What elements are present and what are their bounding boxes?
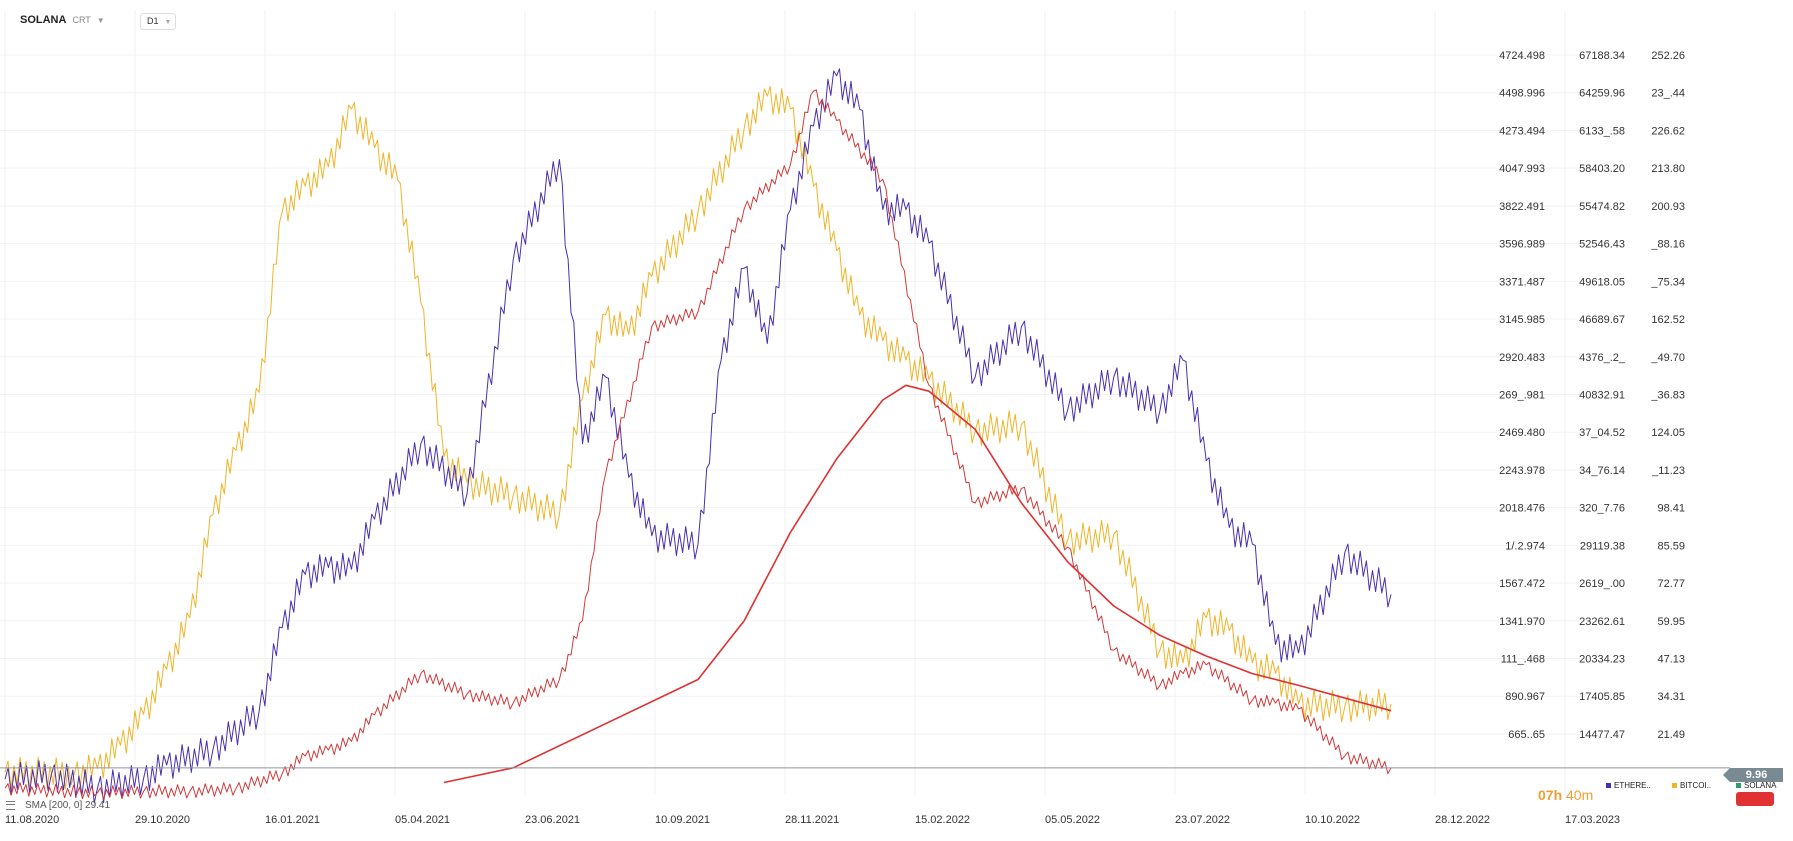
axis-tick-label-bitcoin: 46689.67: [1579, 314, 1625, 326]
timeframe-value: D1: [147, 16, 159, 26]
axis-tick-label-bitcoin: 20334.23: [1579, 654, 1625, 666]
axis-tick-label-solana: _88.16: [1650, 239, 1685, 251]
axis-tick-label-solana: _11.23: [1651, 465, 1685, 477]
legend-swatch: [1672, 783, 1677, 788]
legend-item-bitcoin[interactable]: BITCOI..: [1672, 781, 1711, 790]
axis-tick-label-bitcoin: 49618.05: [1579, 276, 1625, 288]
candle-timer: 07h 40m: [1538, 787, 1593, 803]
legend-label: SOLANA: [1744, 781, 1777, 790]
axis-tick-label-bitcoin: 29119.38: [1580, 540, 1625, 552]
timer-hours: 07h: [1538, 787, 1563, 803]
axis-tick-label-ethereum: 2243.978: [1499, 465, 1545, 477]
axis-tick-label-bitcoin: 55474.82: [1579, 201, 1625, 213]
x-tick-label: 28.11.2021: [785, 814, 839, 826]
sell-button[interactable]: [1736, 792, 1774, 806]
axis-tick-label-solana: _36.83: [1650, 389, 1685, 401]
axis-tick-label-ethereum: 2469.480: [1499, 427, 1545, 439]
axis-tick-label-bitcoin: 320_7.76: [1579, 503, 1625, 515]
axis-tick-label-solana: 162.52: [1651, 314, 1685, 326]
axis-tick-label-solana: 213.80: [1651, 163, 1685, 175]
axis-tick-label-bitcoin: 23262.61: [1579, 616, 1625, 628]
chevron-down-icon: ▼: [164, 19, 172, 26]
axis-tick-label-ethereum: 4273.494: [1499, 125, 1545, 137]
axis-tick-label-solana: 124.05: [1651, 427, 1685, 439]
axis-tick-label-bitcoin: 67188.34: [1579, 50, 1625, 62]
axis-tick-label-ethereum: 1567.472: [1499, 578, 1545, 590]
timer-minutes: 40m: [1566, 787, 1594, 803]
legend-label: ETHERE..: [1614, 781, 1651, 790]
axis-tick-label-solana: 252.26: [1651, 50, 1685, 62]
axis-tick-label-bitcoin: 64259.96: [1579, 88, 1625, 100]
symbol-subtitle: CRT: [72, 15, 91, 25]
axis-tick-label-ethereum: 2920.483: [1499, 352, 1545, 364]
axis-tick-label-ethereum: 4498.996: [1499, 88, 1545, 100]
indicator-label[interactable]: SMA [200, 0] 29.41: [25, 800, 111, 811]
axis-tick-label-ethereum: 2018.476: [1499, 503, 1545, 515]
x-tick-label: 10.09.2021: [655, 814, 710, 826]
legend-item-solana[interactable]: SOLANA: [1736, 781, 1776, 790]
axis-tick-label-solana: 85.59: [1657, 540, 1685, 552]
axis-tick-label-solana: 98.41: [1657, 503, 1685, 515]
axis-tick-label-ethereum: 3822.491: [1499, 201, 1545, 213]
x-tick-label: 28.12.2022: [1435, 814, 1490, 826]
x-tick-label: 15.02.2022: [915, 814, 970, 826]
axis-tick-label-solana: 72.77: [1657, 578, 1685, 590]
axis-tick-label-solana: 34.31: [1657, 691, 1685, 703]
axis-tick-label-bitcoin: 52546.43: [1579, 239, 1625, 251]
axis-tick-label-ethereum: 3371.487: [1499, 276, 1545, 288]
current-price-tag: 9.96: [1723, 768, 1783, 782]
axis-tick-label-bitcoin: 4376_.2_: [1579, 352, 1626, 364]
symbol-name[interactable]: SOLANA: [20, 14, 67, 26]
axis-tick-label-solana: 226.62: [1651, 125, 1685, 137]
legend-swatch: [1606, 783, 1611, 788]
chevron-down-icon[interactable]: ▼: [96, 15, 105, 25]
series-line-solana: [4, 89, 1392, 800]
series-line-sma: [443, 384, 1392, 784]
axis-tick-label-ethereum: 4047.993: [1499, 163, 1545, 175]
axis-tick-label-ethereum: 665..65: [1508, 729, 1545, 741]
axis-tick-label-ethereum: 1/.2.974: [1505, 540, 1545, 552]
axis-tick-label-ethereum: 890.967: [1505, 691, 1545, 703]
menu-icon[interactable]: [6, 801, 15, 810]
axis-tick-label-bitcoin: 2619_.00: [1579, 578, 1625, 590]
x-tick-label: 05.05.2022: [1045, 814, 1100, 826]
legend-item-ethereum[interactable]: ETHERE..: [1606, 781, 1651, 790]
axis-tick-label-solana: _75.34: [1650, 276, 1685, 288]
axis-tick-label-bitcoin: 17405.85: [1579, 691, 1625, 703]
x-tick-label: 23.06.2021: [525, 814, 580, 826]
axis-tick-label-solana: 47.13: [1657, 654, 1685, 666]
legend-swatch: [1736, 783, 1741, 788]
axis-tick-label-ethereum: 111_.468: [1501, 654, 1545, 666]
axis-tick-label-ethereum: 3145.985: [1499, 314, 1545, 326]
timeframe-select[interactable]: D1 ▼: [140, 13, 176, 30]
x-tick-label: 11.08.2020: [5, 814, 59, 826]
x-tick-label: 16.01.2021: [265, 814, 320, 826]
axis-tick-label-bitcoin: 14477.47: [1579, 729, 1625, 741]
axis-tick-label-ethereum: 3596.989: [1499, 239, 1545, 251]
axis-tick-label-bitcoin: 37_04.52: [1579, 427, 1625, 439]
series-line-ethereum: [4, 68, 1392, 804]
axis-tick-label-solana: 21.49: [1657, 729, 1685, 741]
axis-tick-label-ethereum: 1341.970: [1499, 616, 1545, 628]
x-tick-label: 10.10.2022: [1305, 814, 1360, 826]
series-line-bitcoin: [4, 86, 1392, 790]
axis-tick-label-solana: 23_.44: [1651, 88, 1685, 100]
axis-tick-label-ethereum: 4724.498: [1499, 50, 1545, 62]
indicator-row: SMA [200, 0] 29.41: [6, 800, 110, 811]
axis-tick-label-bitcoin: 40832.91: [1579, 389, 1625, 401]
axis-tick-label-bitcoin: 58403.20: [1579, 163, 1625, 175]
axis-tick-label-solana: 200.93: [1651, 201, 1685, 213]
x-tick-label: 17.03.2023: [1565, 814, 1620, 826]
legend-label: BITCOI..: [1680, 781, 1712, 790]
x-tick-label: 05.04.2021: [395, 814, 450, 826]
axis-tick-label-solana: 59.95: [1657, 616, 1685, 628]
axis-tick-label-ethereum: 269_.981: [1499, 389, 1545, 401]
axis-tick-label-solana: _49.70: [1650, 352, 1685, 364]
x-tick-label: 23.07.2022: [1175, 814, 1230, 826]
axis-tick-label-bitcoin: 34_76.14: [1579, 465, 1625, 477]
axis-tick-label-bitcoin: 6133_.58: [1579, 125, 1625, 137]
x-tick-label: 29.10.2020: [135, 814, 190, 826]
chart-header: SOLANA CRT ▼: [20, 14, 105, 26]
